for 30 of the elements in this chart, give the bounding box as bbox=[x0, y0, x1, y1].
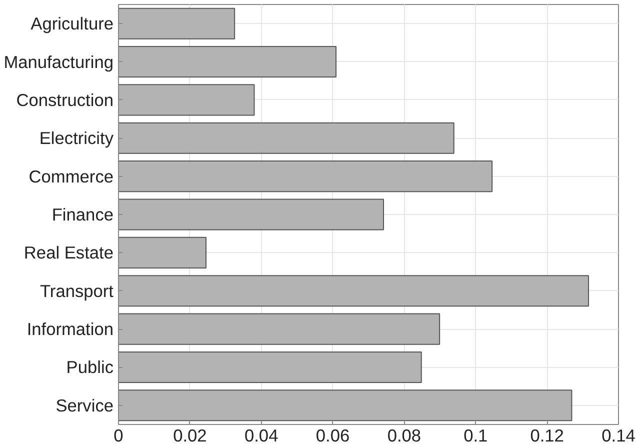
y-tick-label: Electricity bbox=[39, 128, 114, 148]
y-tick-label: Information bbox=[26, 319, 114, 340]
bar bbox=[118, 236, 206, 268]
y-tick-label: Agriculture bbox=[30, 14, 114, 34]
x-tick-label: 0.14 bbox=[602, 426, 636, 446]
bar bbox=[118, 275, 589, 307]
x-tick-label: 0.06 bbox=[316, 426, 350, 446]
x-tick-label: 0.12 bbox=[530, 426, 564, 446]
bar bbox=[118, 46, 336, 78]
x-tick-label: 0.04 bbox=[244, 426, 279, 446]
y-tick-label: Commerce bbox=[28, 166, 114, 186]
x-tick-label: 0 bbox=[114, 426, 124, 446]
bar bbox=[118, 351, 422, 383]
x-tick-label: 0.08 bbox=[387, 426, 422, 446]
x-tick-label: 0.1 bbox=[464, 426, 488, 446]
y-tick-label: Finance bbox=[52, 204, 114, 224]
bar bbox=[118, 160, 493, 192]
y-tick-label: Construction bbox=[16, 90, 114, 110]
y-tick-label: Transport bbox=[40, 280, 114, 301]
y-tick-label: Service bbox=[56, 395, 114, 416]
bar bbox=[118, 8, 236, 40]
bar bbox=[118, 390, 572, 422]
bar bbox=[118, 198, 384, 230]
y-tick-label: Public bbox=[66, 357, 114, 378]
y-tick-label: Manufacturing bbox=[4, 52, 114, 72]
bar bbox=[118, 122, 454, 154]
x-tick-label: 0.02 bbox=[173, 426, 207, 446]
y-tick-label: Real Estate bbox=[24, 242, 114, 263]
bar bbox=[118, 84, 255, 116]
bar bbox=[118, 313, 440, 345]
